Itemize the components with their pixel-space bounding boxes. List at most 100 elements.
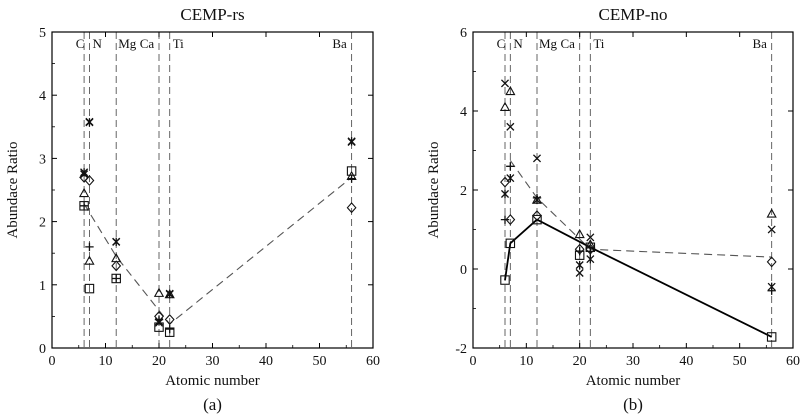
square-marker: [574, 250, 585, 260]
element-label: C: [497, 36, 506, 51]
triangle-marker: [499, 101, 511, 111]
x-tick-label: 50: [313, 354, 327, 369]
element-label: Mg: [118, 36, 137, 51]
x-tick-label: 10: [519, 354, 533, 369]
element-label: Ti: [173, 36, 184, 51]
x-tick-label: 60: [366, 354, 380, 369]
y-tick-label: 1: [39, 279, 46, 294]
square-marker: [84, 283, 95, 294]
element-label: N: [513, 36, 523, 51]
square-marker: [346, 166, 357, 176]
y-tick-label: 4: [460, 105, 467, 120]
x-tick-label: 20: [573, 354, 587, 369]
triangle-marker: [78, 187, 90, 198]
y-axis-label: Abundace Ratio: [426, 141, 442, 238]
square-marker: [505, 238, 516, 249]
diamond-marker: [574, 243, 585, 255]
plus-marker: [165, 324, 174, 334]
triangle-marker: [84, 255, 95, 265]
plot-frame: [51, 31, 374, 349]
y-tick-label: 2: [39, 216, 46, 231]
square-marker: [500, 275, 510, 285]
panel-caption: (b): [623, 395, 643, 414]
plus-marker: [79, 201, 89, 210]
diamond-marker: [154, 310, 164, 322]
x-tick-label: 30: [626, 354, 640, 369]
x-tick-label: 60: [786, 354, 800, 369]
star-marker: [165, 290, 174, 299]
plus-marker: [506, 162, 515, 171]
element-label: N: [92, 36, 102, 51]
x-tick-label: 50: [733, 354, 747, 369]
y-tick-label: 3: [39, 152, 46, 167]
x-marker: [575, 268, 584, 277]
square-marker: [79, 201, 89, 211]
dashed-fit-line: [509, 160, 772, 258]
diamond-marker: [585, 243, 596, 255]
diamond-marker: [505, 214, 516, 226]
triangle-marker: [505, 85, 516, 96]
y-tick-label: -2: [455, 342, 467, 357]
diamond-marker: [500, 176, 510, 188]
square-marker: [585, 242, 596, 253]
plus-marker: [500, 215, 510, 224]
diamond-marker: [346, 202, 357, 214]
star-marker: [532, 195, 542, 205]
x-tick-label: 0: [470, 354, 477, 369]
x-axis-label: Atomic number: [165, 373, 260, 389]
element-label: C: [76, 36, 85, 51]
y-tick-label: 2: [460, 184, 467, 199]
diamond-marker: [111, 260, 122, 272]
element-label: Ba: [752, 36, 767, 51]
chart-title: CEMP-rs: [180, 5, 244, 24]
x-marker: [532, 154, 542, 163]
element-label: Ca: [140, 36, 155, 51]
square-marker: [164, 327, 175, 337]
triangle-marker: [766, 208, 777, 218]
star-marker: [112, 237, 121, 247]
x-axis-label: Atomic number: [586, 373, 681, 389]
panel-b: CEMP-noC N Mg Ca Ti Ba0 10 20 30 40 50 60-20246Atom…: [426, 5, 800, 414]
square-marker: [154, 322, 164, 332]
x-tick-label: 40: [679, 354, 693, 369]
y-tick-label: 0: [460, 263, 467, 278]
triangle-marker: [574, 228, 585, 239]
star-marker: [575, 260, 584, 270]
chart-title: CEMP-no: [599, 5, 668, 24]
square-marker: [532, 214, 542, 225]
y-tick-label: 6: [460, 26, 467, 41]
x-tick-label: 10: [99, 354, 113, 369]
x-marker: [506, 122, 515, 131]
square-marker: [111, 273, 121, 284]
y-axis-label: Abundace Ratio: [5, 141, 21, 238]
star-marker: [347, 137, 356, 146]
star-marker: [586, 254, 595, 264]
star-marker: [767, 282, 776, 291]
x-tick-label: 40: [259, 354, 273, 369]
x-marker: [767, 225, 776, 234]
panel-a: CEMP-rs C N Mg Ca Ti Ba 0 10 20 30 40 50 60 0 1 2 3 4 5 Atom…: [5, 5, 380, 414]
panel-caption: (a): [203, 395, 222, 414]
x-tick-label: 0: [49, 354, 56, 369]
solid-fit-line: [504, 218, 773, 338]
plus-marker: [347, 174, 356, 183]
element-label: Ca: [560, 36, 575, 51]
plot-frame: [472, 31, 794, 349]
x-tick-label: 30: [206, 354, 220, 369]
diamond-marker: [532, 210, 542, 222]
diamond-marker: [164, 314, 175, 326]
y-tick-label: 4: [39, 89, 46, 104]
triangle-marker: [153, 287, 165, 297]
dashed-fit-line: [83, 176, 352, 325]
plus-marker: [85, 242, 94, 252]
element-label: Mg: [539, 36, 558, 51]
y-tick-label: 5: [39, 26, 46, 41]
diamond-marker: [79, 171, 90, 183]
x-marker: [500, 79, 510, 88]
diamond-marker: [84, 174, 95, 187]
x-marker: [586, 233, 595, 242]
diamond-marker: [766, 256, 777, 268]
star-marker: [500, 189, 510, 199]
y-tick-label: 0: [39, 342, 46, 357]
